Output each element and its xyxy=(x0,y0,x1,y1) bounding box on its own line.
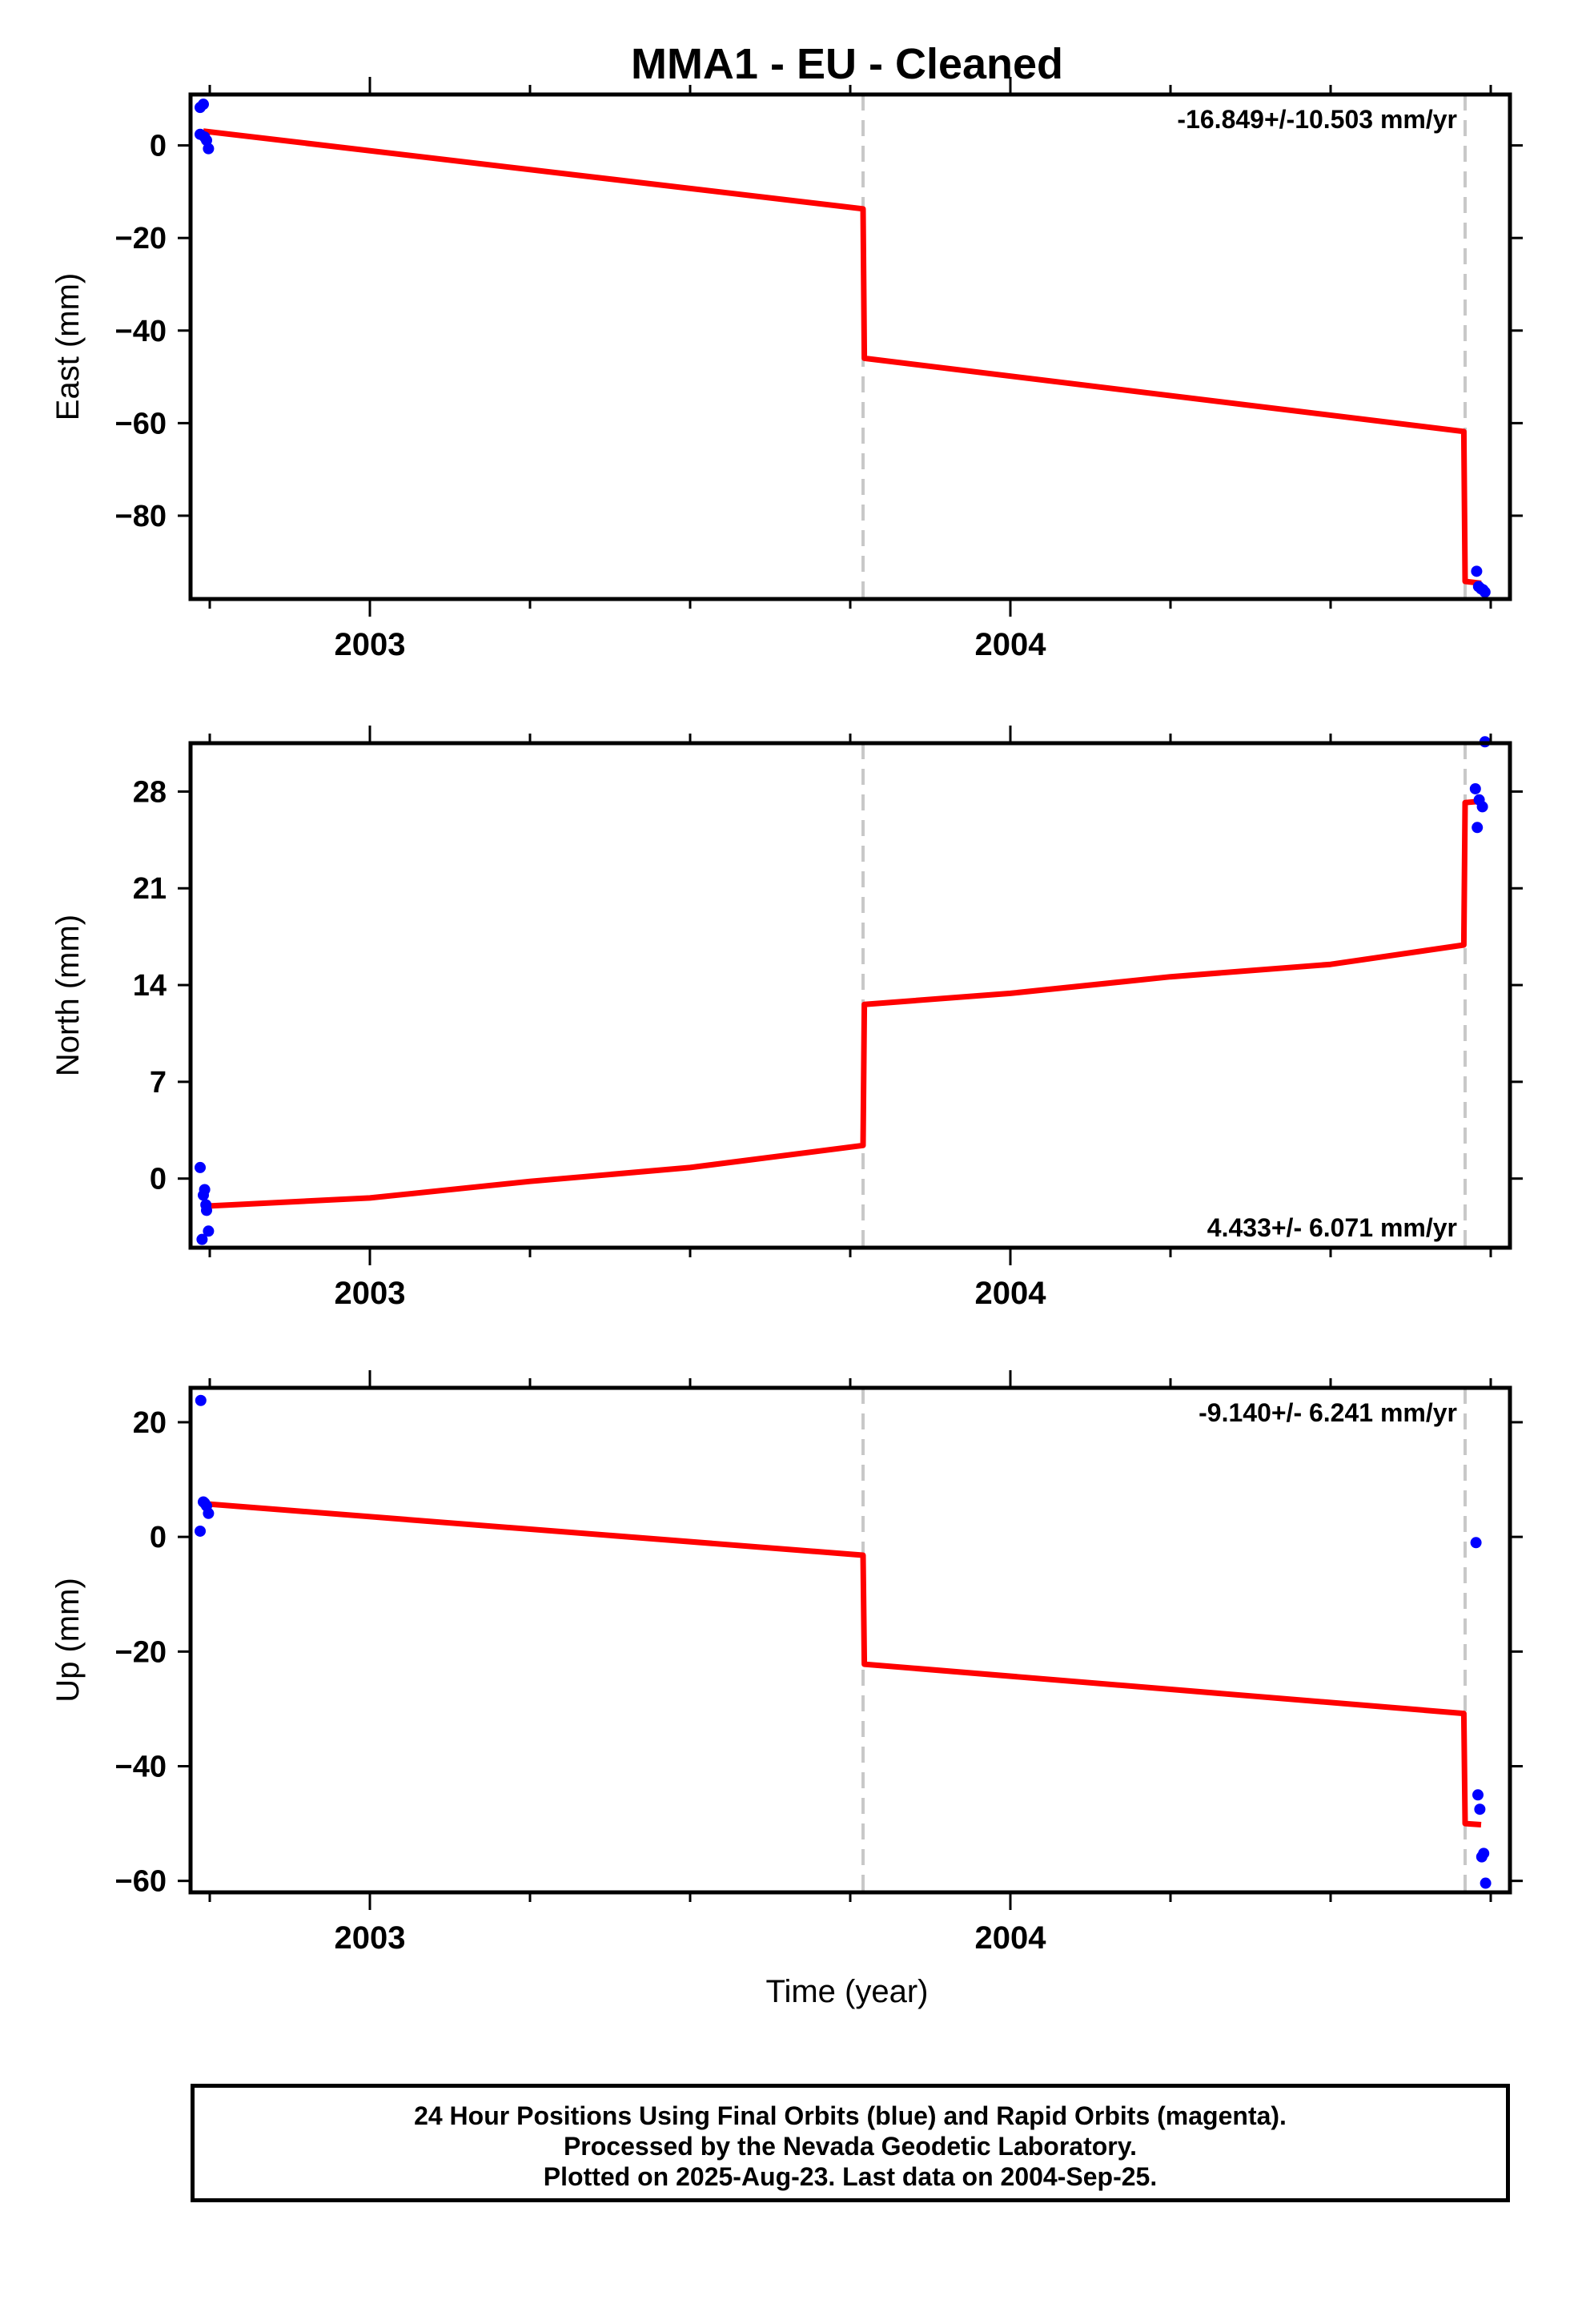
footer-line-2: Processed by the Nevada Geodetic Laborat… xyxy=(563,2132,1138,2161)
data-point xyxy=(1470,1537,1482,1549)
rate-annotation: 4.433+/- 6.071 mm/yr xyxy=(1207,1213,1457,1242)
y-tick-label: −20 xyxy=(115,222,167,255)
footer-box: 24 Hour Positions Using Final Orbits (bl… xyxy=(191,2084,1510,2202)
panel-north: 0 7 14 21 28 2003 2004 North (mm) 4.433+/- 6.071… xyxy=(50,726,1523,1311)
data-point xyxy=(199,1184,211,1196)
y-tick-label: 28 xyxy=(133,775,167,809)
plot-frame xyxy=(188,92,1512,601)
model-line-east xyxy=(203,128,1482,586)
rate-annotation: -9.140+/- 6.241 mm/yr xyxy=(1199,1398,1457,1427)
y-tick-label: 14 xyxy=(133,969,167,1003)
footer-line-3: Plotted on 2025-Aug-23. Last data on 200… xyxy=(543,2162,1158,2191)
data-point xyxy=(195,1394,207,1406)
y-tick-label: −40 xyxy=(115,1751,167,1784)
y-tick-label: −60 xyxy=(115,407,167,440)
y-tick-label: 0 xyxy=(150,1521,167,1554)
rate-annotation: -16.849+/-10.503 mm/yr xyxy=(1177,105,1457,134)
data-point xyxy=(195,1161,206,1173)
data-point xyxy=(1478,1848,1490,1860)
chart-title: MMA1 - EU - Cleaned xyxy=(631,40,1063,88)
data-point xyxy=(1472,1789,1484,1801)
panel-up: 20 0 −20 −40 −60 2003 2004 Up (mm) -9.140+/- 6.2… xyxy=(50,1370,1523,1956)
model-line-north xyxy=(203,798,1482,1209)
plot-frame xyxy=(188,1385,1512,1895)
data-point xyxy=(1479,586,1491,598)
y-tick-label: 0 xyxy=(150,1163,167,1196)
data-point xyxy=(200,1199,212,1211)
y-axis-label: Up (mm) xyxy=(50,1578,86,1703)
plot-frame xyxy=(188,741,1512,1250)
data-point xyxy=(198,99,209,111)
x-tick-label: 2003 xyxy=(335,1920,406,1956)
y-tick-label: 21 xyxy=(133,872,167,906)
data-point xyxy=(1471,565,1483,577)
data-point xyxy=(1476,801,1488,813)
data-point xyxy=(203,1507,215,1519)
y-tick-label: −60 xyxy=(115,1865,167,1899)
x-tick-label: 2004 xyxy=(975,627,1047,662)
panel-east: 0 −20 −40 −60 −80 2003 2004 East (mm) -16.849+/-… xyxy=(50,77,1523,662)
x-tick-label: 2003 xyxy=(335,627,406,662)
footer-line-1: 24 Hour Positions Using Final Orbits (bl… xyxy=(414,2101,1287,2130)
y-axis-label: East (mm) xyxy=(50,273,86,420)
x-axis-label: Time (year) xyxy=(766,1974,929,2009)
data-point xyxy=(195,1525,206,1537)
data-point xyxy=(1474,1803,1486,1815)
y-tick-label: 0 xyxy=(150,130,167,163)
y-tick-label: −80 xyxy=(115,500,167,533)
y-tick-label: 7 xyxy=(150,1066,167,1100)
y-tick-label: −20 xyxy=(115,1635,167,1669)
x-tick-label: 2004 xyxy=(975,1276,1047,1311)
data-point xyxy=(1469,782,1481,794)
y-tick-label: −40 xyxy=(115,315,167,348)
y-axis-label: North (mm) xyxy=(50,915,86,1076)
y-tick-label: 20 xyxy=(133,1406,167,1440)
data-point xyxy=(196,1233,208,1245)
data-point xyxy=(1472,822,1484,834)
data-point xyxy=(203,1225,215,1237)
x-tick-label: 2003 xyxy=(335,1276,406,1311)
data-point xyxy=(203,143,215,155)
data-point xyxy=(1480,1877,1492,1889)
model-line-up xyxy=(203,1501,1482,1827)
x-tick-label: 2004 xyxy=(975,1920,1047,1956)
